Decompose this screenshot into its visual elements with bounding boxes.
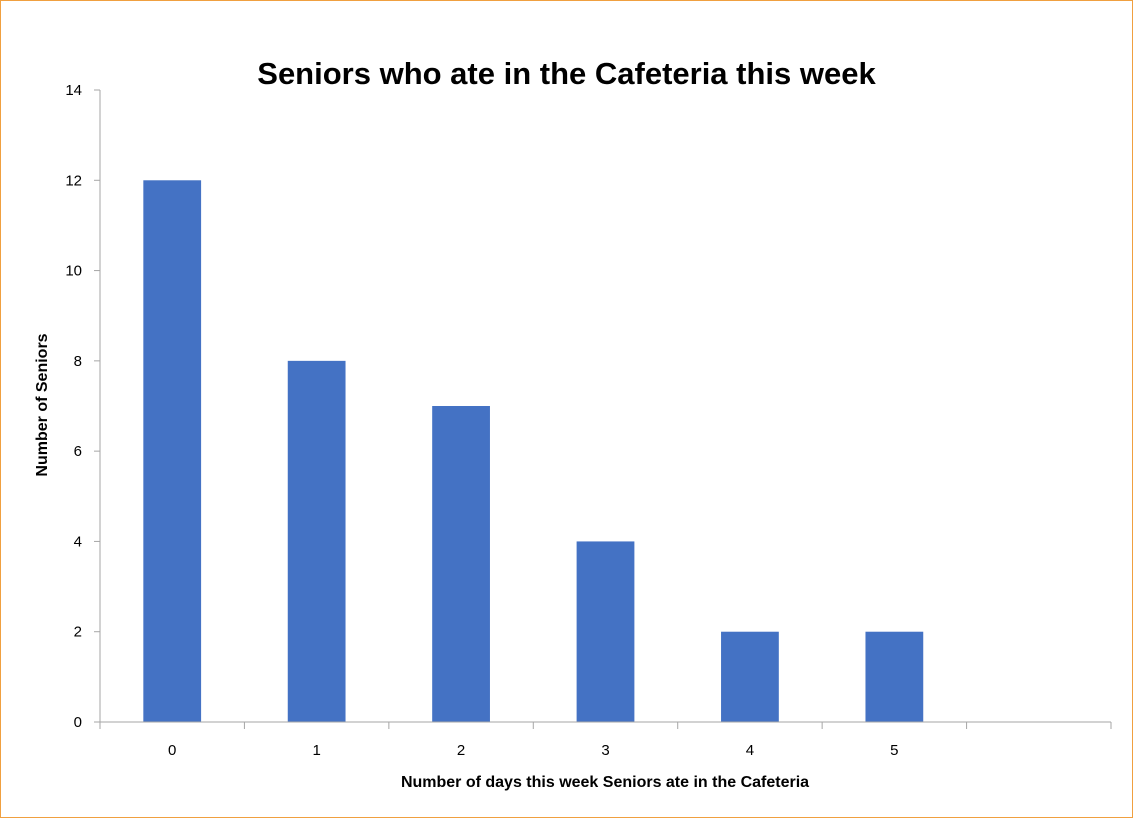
y-ticks-group: 0 2 4 6 8 10 12 14 [65,82,100,731]
bar [432,406,490,722]
bars-group [143,180,924,723]
bar [576,541,635,722]
y-axis-title: Number of Seniors [34,333,51,476]
y-tick-label: 14 [65,82,82,99]
x-tick-label: 0 [168,742,176,759]
chart-title: Seniors who ate in the Cafeteria this we… [257,56,876,91]
y-tick-label: 0 [74,714,82,731]
x-axis-title: Number of days this week Seniors ate in … [401,774,809,791]
bar [865,631,924,722]
x-tick-label: 4 [746,742,754,759]
y-tick-label: 2 [74,624,82,641]
y-tick-label: 4 [74,533,82,550]
x-tick-label: 3 [601,742,609,759]
x-tick-label: 1 [312,742,320,759]
x-tick-label: 2 [457,742,465,759]
bar [143,180,202,723]
x-tick-label: 5 [890,742,898,759]
bar [721,631,779,722]
x-ticks-group: 0 1 2 3 4 5 [99,722,1112,759]
y-tick-label: 8 [74,353,82,370]
y-tick-label: 6 [74,443,82,460]
y-tick-label: 12 [65,172,82,189]
bar [287,360,346,722]
axes-group [99,90,1111,723]
y-tick-label: 10 [65,263,82,280]
